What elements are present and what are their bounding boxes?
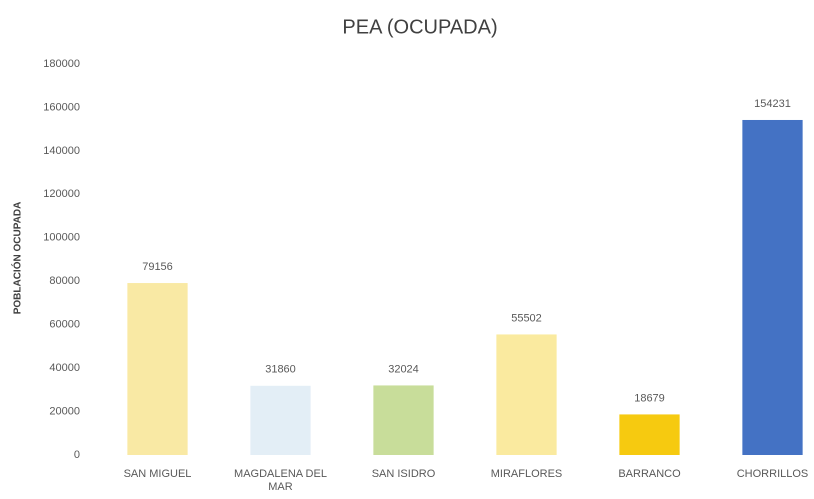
y-tick-label: 60000: [49, 319, 80, 331]
data-label: 18679: [634, 392, 665, 404]
y-tick-label: 160000: [43, 101, 80, 113]
x-tick-label: CHORRILLOS: [736, 468, 809, 480]
y-axis-label: POBLACIÓN OCUPADA: [11, 202, 24, 315]
bar: [127, 283, 188, 455]
bar: [742, 119, 803, 455]
x-tick-label: MAGDALENA DEL MAR: [234, 468, 327, 493]
data-label: 32024: [388, 363, 419, 375]
data-label: 79156: [142, 261, 173, 273]
y-tick-label: 120000: [43, 188, 80, 200]
y-tick-label: 40000: [49, 362, 80, 374]
data-label: 31860: [265, 364, 296, 376]
bar: [496, 334, 557, 455]
bar: [619, 414, 680, 455]
bar: [250, 385, 311, 455]
data-label: 154231: [754, 98, 791, 110]
x-tick-label: MIRAFLORES: [490, 468, 563, 480]
y-tick-label: 100000: [43, 232, 80, 244]
y-tick-label: 0: [74, 449, 80, 461]
chart-title: PEA (OCUPADA): [342, 16, 497, 38]
bar: [373, 385, 434, 455]
x-tick-label: SAN MIGUEL: [123, 468, 192, 480]
data-label: 55502: [511, 312, 542, 324]
y-tick-label: 80000: [49, 275, 80, 287]
x-tick-label: SAN ISIDRO: [371, 468, 436, 480]
x-tick-label: BARRANCO: [618, 468, 681, 480]
y-tick-label: 20000: [49, 405, 80, 417]
y-tick-label: 180000: [43, 58, 80, 70]
y-tick-label: 140000: [43, 145, 80, 157]
